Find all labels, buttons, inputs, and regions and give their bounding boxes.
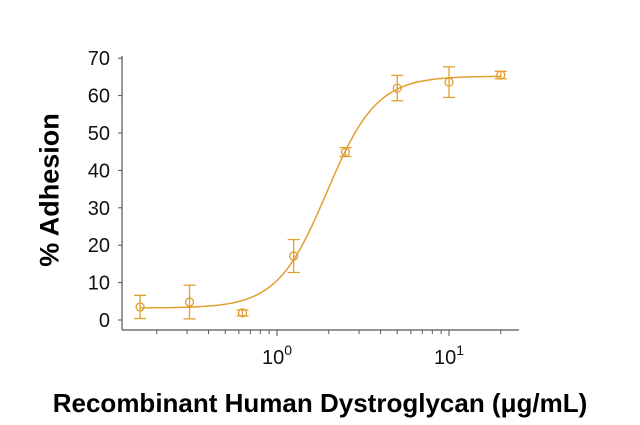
- data-point: [287, 238, 300, 274]
- x-axis-label: Recombinant Human Dystroglycan (μg/mL): [52, 388, 588, 418]
- y-tick-label: 40: [88, 160, 110, 182]
- y-tick-label: 30: [88, 198, 110, 220]
- data-point: [391, 74, 404, 102]
- y-tick-label: 70: [88, 48, 110, 70]
- data-point: [236, 308, 249, 318]
- y-axis-label: % Adhesion: [34, 113, 65, 267]
- y-tick-label: 50: [88, 123, 110, 145]
- data-point: [134, 294, 147, 320]
- data-point: [183, 284, 196, 320]
- axes: 0 10 20 30 40 50 60 70 100 101: [88, 48, 519, 369]
- data-point: [494, 70, 507, 80]
- x-tick-label: 100: [262, 342, 292, 369]
- data-point: [339, 146, 352, 158]
- x-tick-label: 101: [434, 342, 464, 369]
- fit-curve: [140, 75, 501, 309]
- y-tick-label: 10: [88, 273, 110, 295]
- data-points: [134, 66, 507, 320]
- y-tick-label: 20: [88, 235, 110, 257]
- data-point: [443, 66, 455, 99]
- y-tick-label: 0: [99, 310, 110, 332]
- y-tick-label: 60: [88, 86, 110, 108]
